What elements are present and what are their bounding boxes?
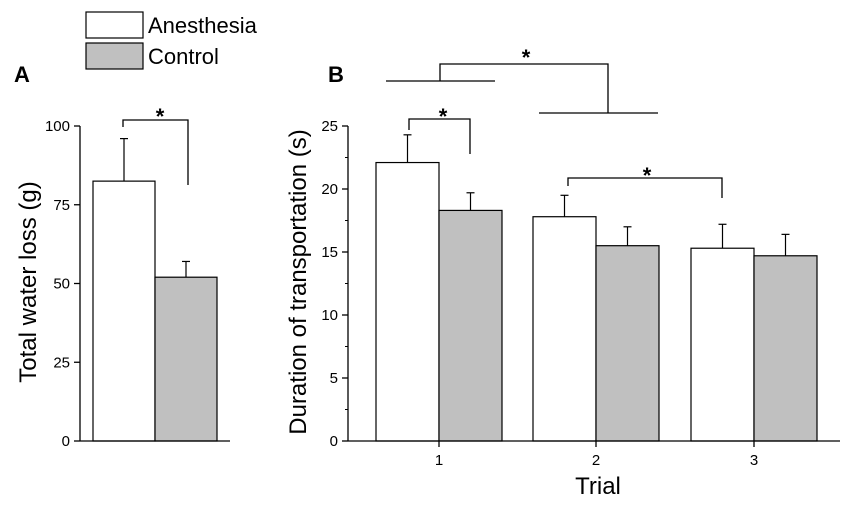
panel-b-xlabel: Trial xyxy=(575,473,621,500)
panel-a-ytick-label: 25 xyxy=(53,354,70,371)
panel-b-ytick-label: 5 xyxy=(330,370,338,387)
panel-a-ytick-label: 50 xyxy=(53,276,70,293)
panel-b-bars xyxy=(375,134,818,442)
panel-b-sig-bracket-trial2-3 xyxy=(567,177,723,198)
panel-a-ytick-label: 75 xyxy=(53,197,70,214)
panel-a-bar-control xyxy=(154,276,218,442)
panel-b-yticks: 0 5 10 15 20 25 xyxy=(321,118,348,450)
panel-b-ytick-label: 20 xyxy=(321,181,338,198)
panel-a-ytick-label: 100 xyxy=(45,118,70,135)
panel-a-letter: A xyxy=(14,62,30,87)
legend-swatch-anesthesia xyxy=(85,11,144,39)
panel-b-bar-trial3-control xyxy=(753,255,818,442)
panel-b-xtick-label: 1 xyxy=(435,452,443,469)
panel-b-ylabel: Duration of transportation (s) xyxy=(285,129,312,434)
panel-b-bar-trial3-anesthesia xyxy=(690,247,755,442)
panel-b-bar-trial2-control xyxy=(595,245,660,442)
legend-label-control: Control xyxy=(148,44,219,69)
panel-b-sig-bracket-overall xyxy=(439,63,609,113)
panel-b-ytick-label: 10 xyxy=(321,307,338,324)
legend-label-anesthesia: Anesthesia xyxy=(148,13,258,38)
panel-a-chart: Total water loss (g) 0 25 50 75 100 * xyxy=(15,104,230,450)
panel-a-sig-bracket xyxy=(122,119,189,185)
panel-b-sig-bracket-trial1 xyxy=(408,118,471,154)
panel-b-sig-star-overall: * xyxy=(522,45,531,70)
panel-b-chart: Duration of transportation (s) Trial 0 5 1… xyxy=(285,45,840,500)
panel-a-yticks: 0 25 50 75 100 xyxy=(45,118,80,450)
panel-a-bars xyxy=(92,138,218,442)
panel-a-ytick-label: 0 xyxy=(62,433,70,450)
panel-a-ylabel: Total water loss (g) xyxy=(15,181,42,382)
panel-a-bar-anesthesia xyxy=(92,180,156,442)
panel-b-ytick-label: 15 xyxy=(321,244,338,261)
legend: Anesthesia Control xyxy=(85,11,258,70)
panel-b-sig-star-trial2-3: * xyxy=(643,163,652,188)
panel-b-sig-star-trial1: * xyxy=(439,104,448,129)
panel-b-bar-trial1-anesthesia xyxy=(375,161,440,442)
panel-b-xtick-label: 3 xyxy=(750,452,758,469)
panel-b-bar-trial2-anesthesia xyxy=(532,216,597,442)
panel-a-sig-star: * xyxy=(156,104,165,129)
panel-b-ytick-label: 25 xyxy=(321,118,338,135)
panel-b-ytick-label: 0 xyxy=(330,433,338,450)
legend-swatch-control xyxy=(85,42,144,70)
panel-b-xtick-label: 2 xyxy=(592,452,600,469)
panel-b-bar-trial1-control xyxy=(438,209,503,442)
panel-b-letter: B xyxy=(328,62,344,87)
panel-b-xticks: 1 2 3 xyxy=(435,441,758,469)
